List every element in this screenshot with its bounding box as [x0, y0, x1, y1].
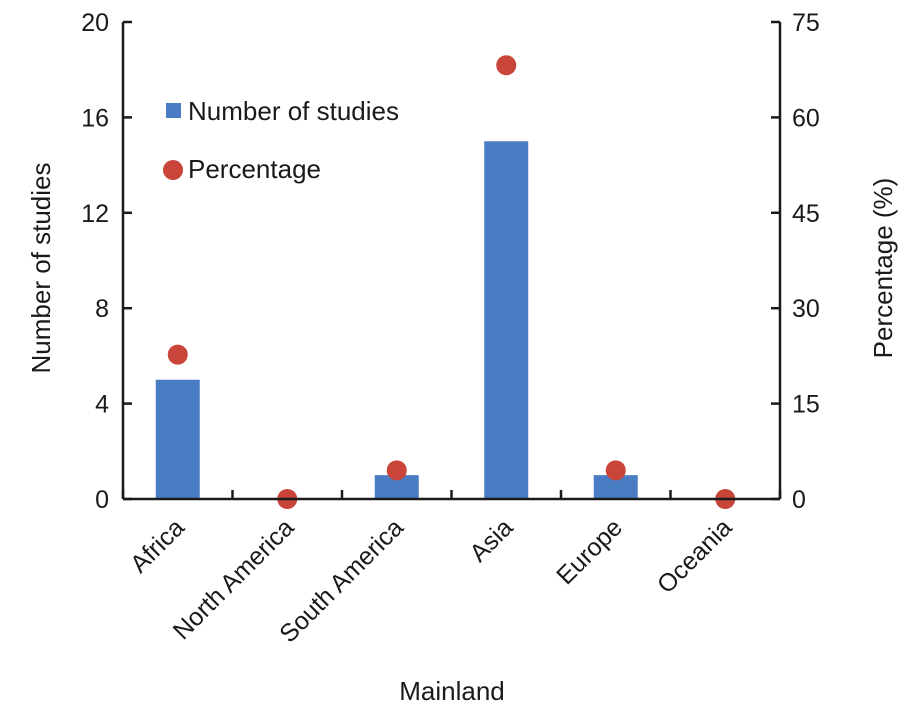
category-label-europe: Europe [551, 513, 628, 590]
bars-layer [155, 141, 638, 499]
y2-tick-label: 0 [792, 486, 806, 514]
y2-tick-label: 60 [792, 104, 820, 132]
legend-bar-swatch [166, 103, 181, 118]
left-y-ticks: 0 4 8 12 16 20 [81, 9, 132, 514]
y-tick-label: 12 [81, 200, 109, 228]
x-ticks [121, 490, 782, 499]
category-label-asia: Asia [464, 513, 518, 567]
legend-bar-label: Number of studies [188, 96, 399, 126]
y-tick-label: 4 [95, 391, 109, 419]
y-tick-label: 0 [95, 486, 109, 514]
category-label-africa: Africa [125, 513, 190, 578]
point-asia [496, 55, 517, 76]
point-europe [605, 460, 626, 481]
y-tick-label: 16 [81, 104, 109, 132]
bar-africa [155, 379, 200, 499]
y-axis-title: Number of studies [26, 163, 56, 374]
x-axis-title: Mainland [399, 676, 505, 706]
y2-tick-label: 45 [792, 200, 820, 228]
legend-point-swatch [163, 160, 183, 180]
right-y-ticks: 0 15 30 45 60 75 [771, 9, 820, 514]
y2-tick-label: 75 [792, 9, 820, 37]
point-africa [167, 344, 188, 365]
legend: Number of studies Percentage [163, 96, 399, 184]
y2-tick-label: 15 [792, 391, 820, 419]
bar-south-america [374, 475, 419, 499]
y2-tick-label: 30 [792, 295, 820, 323]
point-south-america [386, 460, 407, 481]
legend-point-label: Percentage [188, 154, 321, 184]
bar-europe [593, 475, 638, 499]
y-tick-label: 20 [81, 9, 109, 37]
y2-axis-title: Percentage (%) [868, 178, 898, 359]
category-label-oceania: Oceania [652, 513, 738, 599]
y-tick-label: 8 [95, 295, 109, 323]
bar-asia [484, 141, 529, 499]
